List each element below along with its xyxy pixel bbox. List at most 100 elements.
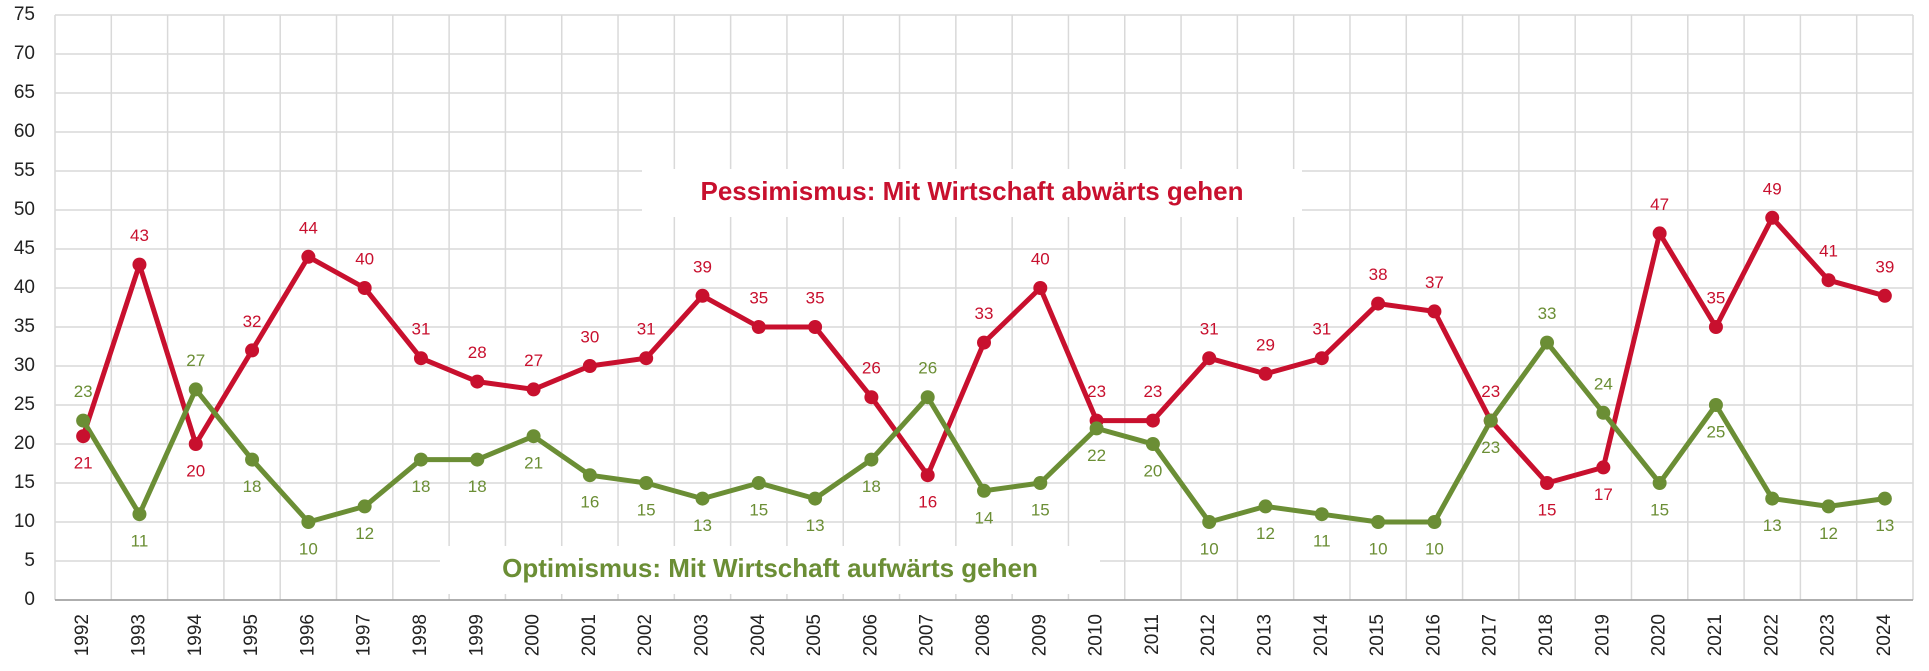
data-point (864, 452, 879, 467)
data-point (1314, 351, 1329, 366)
data-label: 12 (1819, 524, 1838, 543)
data-label: 35 (806, 288, 825, 307)
data-point (1708, 398, 1723, 412)
x-tick-label: 2004 (748, 614, 769, 657)
data-label: 43 (130, 226, 149, 245)
data-label: 31 (637, 320, 656, 339)
x-tick-label: 2021 (1705, 614, 1726, 656)
data-label: 17 (1594, 485, 1613, 504)
data-point (413, 452, 428, 467)
data-point (1145, 413, 1160, 428)
data-point (245, 343, 260, 358)
y-tick-label: 25 (14, 394, 35, 415)
data-label: 13 (693, 516, 712, 535)
x-tick-label: 2007 (917, 614, 938, 656)
data-label: 24 (1594, 374, 1613, 393)
data-point (1596, 405, 1611, 420)
data-point (1821, 499, 1836, 514)
data-point (1427, 515, 1442, 529)
data-label: 20 (186, 461, 205, 480)
data-label: 10 (299, 539, 318, 558)
x-tick-label: 2001 (579, 614, 600, 656)
data-label: 21 (524, 454, 543, 473)
data-label: 20 (1143, 461, 1162, 480)
data-point (76, 413, 91, 428)
y-tick-label: 45 (14, 238, 35, 259)
data-point (188, 382, 203, 397)
data-label: 39 (1875, 257, 1894, 276)
x-tick-label: 2014 (1311, 614, 1332, 657)
data-point (1033, 281, 1048, 295)
data-point (357, 499, 372, 514)
data-label: 15 (1650, 500, 1669, 519)
data-label: 26 (918, 359, 937, 378)
x-tick-label: 1994 (185, 614, 206, 657)
x-tick-label: 2009 (1029, 614, 1050, 656)
series-label-bg (642, 169, 1302, 217)
data-point (920, 390, 935, 405)
data-label: 44 (299, 218, 318, 237)
data-label: 31 (1200, 320, 1219, 339)
x-tick-label: 2008 (973, 614, 994, 656)
data-point (639, 476, 654, 490)
x-tick-label: 2003 (692, 614, 713, 656)
data-point (1877, 491, 1892, 506)
data-label: 23 (1481, 438, 1500, 457)
x-tick-label: 2022 (1761, 614, 1782, 656)
data-label: 49 (1763, 179, 1782, 198)
data-point (1258, 366, 1273, 381)
data-label: 33 (975, 304, 994, 323)
data-point (301, 515, 316, 529)
data-label: 39 (693, 257, 712, 276)
data-point (582, 468, 597, 483)
data-label: 14 (975, 508, 994, 527)
data-point (470, 374, 485, 389)
y-tick-label: 75 (14, 4, 35, 25)
data-point (1202, 515, 1217, 529)
data-point (864, 390, 879, 405)
x-tick-label: 2023 (1818, 614, 1839, 656)
data-point (977, 335, 991, 350)
data-point (1540, 335, 1555, 350)
x-tick-label: 2010 (1086, 614, 1107, 656)
x-tick-label: 1998 (410, 614, 431, 656)
data-point (1540, 476, 1555, 490)
data-label: 23 (1087, 382, 1106, 401)
data-point (1483, 413, 1498, 428)
x-tick-label: 1997 (354, 614, 375, 656)
y-tick-label: 50 (14, 199, 35, 220)
data-label: 13 (806, 516, 825, 535)
data-label: 31 (1312, 320, 1331, 339)
data-label: 13 (1875, 516, 1894, 535)
data-point (582, 359, 597, 373)
data-label: 15 (1031, 500, 1050, 519)
data-label: 21 (74, 454, 93, 473)
data-point (132, 507, 147, 522)
data-label: 27 (524, 351, 543, 370)
data-label: 10 (1425, 539, 1444, 558)
x-tick-label: 1992 (72, 614, 93, 656)
data-label: 10 (1200, 539, 1219, 558)
series-label: Optimismus: Mit Wirtschaft aufwärts gehe… (502, 553, 1038, 583)
y-tick-label: 65 (14, 82, 35, 103)
series-line (80, 215, 1886, 486)
data-label: 22 (1087, 446, 1106, 465)
x-tick-label: 2011 (1142, 614, 1163, 655)
data-label: 15 (749, 500, 768, 519)
x-tick-label: 1996 (297, 614, 318, 656)
data-label: 12 (1256, 524, 1275, 543)
x-tick-label: 2024 (1874, 614, 1895, 657)
data-label: 16 (580, 493, 599, 512)
data-label: 35 (749, 288, 768, 307)
data-label: 30 (580, 327, 599, 346)
series-label: Pessimismus: Mit Wirtschaft abwärts gehe… (700, 176, 1243, 206)
data-point (1765, 210, 1780, 225)
x-tick-label: 2005 (804, 614, 825, 656)
data-label: 35 (1706, 288, 1725, 307)
data-label: 26 (862, 359, 881, 378)
data-point (808, 491, 823, 506)
data-point (751, 476, 766, 490)
data-point (1089, 421, 1104, 436)
y-tick-label: 55 (14, 160, 35, 181)
data-point (1596, 460, 1611, 475)
